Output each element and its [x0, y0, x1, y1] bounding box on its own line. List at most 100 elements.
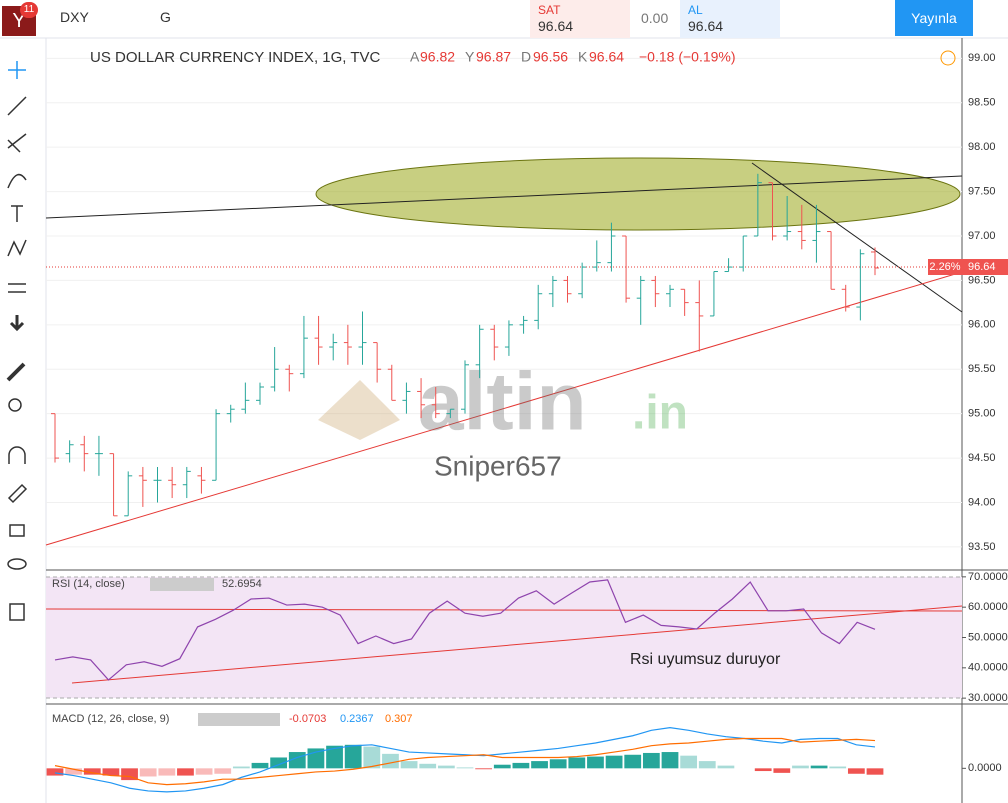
visibility-tool[interactable] [7, 558, 27, 570]
rsi-band [46, 577, 962, 698]
histogram-bar [624, 754, 642, 769]
grid [46, 57, 966, 769]
trend-line [45, 271, 963, 546]
macd-controls[interactable] [198, 713, 280, 726]
y-tick-label: 98.00 [968, 141, 996, 153]
measure-tool[interactable] [6, 362, 26, 382]
alert-icon[interactable] [940, 50, 956, 66]
histogram-bar [717, 765, 735, 769]
histogram-bar [214, 768, 232, 774]
notification-badge[interactable]: 11 [20, 2, 38, 18]
histogram-bar [512, 762, 530, 769]
price-badge [962, 259, 1008, 275]
symbol[interactable]: DXY [60, 9, 89, 25]
y-tick-label: 95.00 [968, 408, 996, 420]
y-tick-label: 50.0000 [968, 631, 1008, 643]
change-badge-text: 2.26% [929, 261, 960, 273]
y-tick-label: 93.50 [968, 541, 996, 553]
rsi-note: Rsi uyumsuz duruyor [630, 651, 781, 668]
y-tick-label: 60.0000 [968, 601, 1008, 613]
histogram-bar [139, 768, 157, 777]
close-value: 96.64 [589, 49, 624, 65]
histogram-bar [158, 768, 176, 776]
histogram-bar [437, 765, 455, 769]
series-line [54, 737, 876, 786]
change-badge [928, 259, 962, 275]
histogram-bar [121, 768, 138, 781]
histogram-bar [568, 757, 586, 769]
histogram-bar [195, 768, 213, 775]
magnet-tool[interactable] [8, 446, 26, 464]
histogram-bar [363, 746, 381, 769]
high-label: Y [465, 49, 475, 65]
y-tick-label: 40.0000 [968, 662, 1008, 674]
y-tick-label: 70.0000 [968, 571, 1008, 583]
lock-draw-tool[interactable] [7, 483, 28, 504]
close-label: K [578, 49, 588, 65]
series-line [54, 579, 876, 681]
open-value: 96.82 [420, 49, 455, 65]
histogram-bar [270, 757, 288, 769]
histogram-bar [680, 755, 698, 769]
rsi-title: RSI (14, close) [52, 578, 125, 590]
y-tick-label: 97.00 [968, 230, 996, 242]
top-toolbar-bg [0, 0, 1008, 38]
macd-title: MACD (12, 26, close, 9) [52, 713, 169, 725]
y-tick-label: 30.0000 [968, 692, 1008, 704]
histogram-bar [698, 761, 716, 769]
histogram-bar [344, 744, 362, 769]
y-tick-label: 0.0000 [968, 762, 1002, 774]
ellipse-drawing [315, 157, 961, 231]
shape-tool[interactable] [7, 173, 27, 189]
interval[interactable]: G [160, 9, 171, 25]
histogram-bar [46, 768, 64, 776]
histogram-bar [232, 766, 250, 769]
pattern-tool[interactable] [7, 239, 27, 257]
delete-tool[interactable] [9, 603, 25, 621]
high-value: 96.87 [476, 49, 511, 65]
macd-hist-value: -0.0703 [289, 713, 326, 725]
histogram-bar [83, 768, 101, 775]
left-toolbar [6, 61, 28, 621]
histogram-bar [792, 765, 809, 769]
histogram-bar [456, 767, 474, 769]
histogram-bar [587, 756, 604, 769]
histogram-bar [102, 768, 120, 776]
histogram-bar [400, 761, 418, 769]
histogram-bar [493, 764, 511, 769]
buy-price: 96.64 [688, 18, 724, 34]
zoom-tool[interactable] [8, 398, 22, 412]
y-tick-label: 97.50 [968, 185, 996, 197]
sell-box[interactable] [530, 0, 630, 38]
rsi-trend-line [71, 605, 963, 684]
histogram-bar [810, 765, 828, 769]
buy-label: AL [688, 3, 703, 17]
macd-value: 0.2367 [340, 713, 374, 725]
low-value: 96.56 [533, 49, 568, 65]
ohlc-legend: A 96.82 Y 96.87 D 96.56 K 96.64 −0.18 (−… [410, 49, 736, 65]
publish-button[interactable]: Yayınla [895, 0, 973, 36]
prediction-tool[interactable] [8, 283, 26, 293]
open-label: A [410, 49, 420, 65]
sell-price: 96.64 [538, 18, 574, 34]
lock-tool[interactable] [9, 524, 25, 537]
series [46, 173, 884, 793]
watermark: altin .in [318, 357, 688, 448]
rsi-value: 52.6954 [222, 578, 262, 590]
change: −0.18 (−0.19%) [639, 49, 736, 65]
text-tool[interactable] [11, 205, 23, 222]
y-tick-label: 99.00 [968, 52, 996, 64]
series-line [54, 727, 876, 793]
histogram-bar [829, 766, 847, 769]
arrow-tool[interactable] [9, 315, 25, 332]
sell-label: SAT [538, 3, 561, 17]
line-tool[interactable] [7, 96, 27, 116]
rsi-controls[interactable] [150, 578, 214, 591]
watermark-text: altin [418, 357, 587, 448]
crosshair-tool[interactable] [8, 61, 26, 79]
pitchfork-tool[interactable] [7, 133, 27, 153]
y-tick-label: 94.50 [968, 452, 996, 464]
histogram-bar [773, 768, 791, 773]
y-tick-label: 94.00 [968, 496, 996, 508]
buy-box[interactable] [680, 0, 780, 38]
